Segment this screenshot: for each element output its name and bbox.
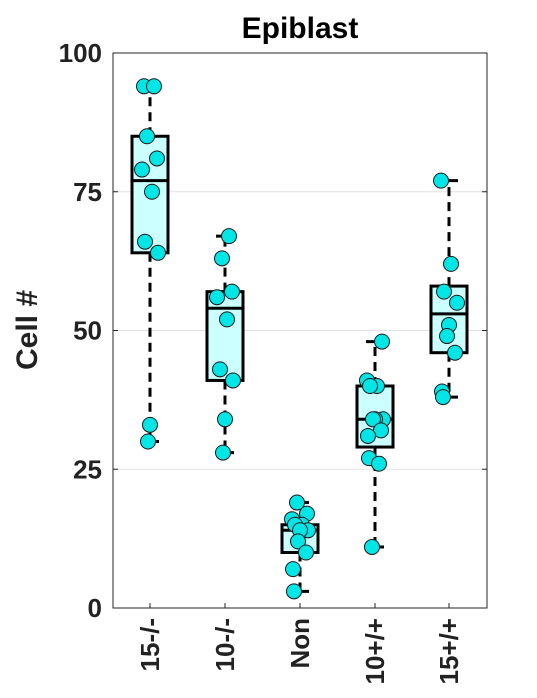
- data-point: [219, 311, 235, 328]
- x-tick-label: Non: [285, 618, 315, 669]
- data-point: [140, 433, 156, 450]
- data-point: [150, 244, 166, 261]
- x-tick-label: 10-/-: [210, 618, 240, 671]
- data-point: [439, 328, 455, 345]
- y-tick-label: 25: [73, 454, 102, 484]
- data-point: [371, 455, 387, 472]
- data-point: [365, 411, 381, 428]
- y-tick-label: 0: [88, 593, 102, 623]
- data-point: [217, 411, 233, 428]
- data-point: [436, 283, 452, 300]
- data-point: [362, 378, 378, 394]
- data-point: [215, 444, 231, 461]
- data-point: [364, 538, 380, 555]
- data-point: [298, 544, 314, 561]
- data-point: [449, 294, 465, 311]
- data-point: [374, 333, 390, 350]
- data-point: [447, 344, 463, 361]
- data-point: [289, 494, 305, 511]
- data-point: [209, 289, 225, 306]
- data-point: [212, 361, 228, 378]
- grid-lines: [113, 191, 487, 470]
- data-point: [360, 427, 376, 444]
- data-point: [443, 255, 459, 272]
- data-point: [146, 78, 162, 95]
- data-point: [290, 533, 306, 550]
- data-point: [137, 233, 153, 250]
- data-point: [139, 128, 155, 145]
- data-point: [225, 372, 241, 389]
- data-point: [286, 583, 302, 600]
- y-tick-label: 50: [73, 316, 102, 346]
- x-tick-label: 10+/+: [360, 618, 390, 685]
- data-point: [285, 561, 301, 578]
- data-point: [214, 250, 230, 267]
- data-point: [221, 228, 237, 245]
- y-tick-label: 100: [59, 38, 102, 68]
- x-tick-label: 15+/+: [434, 618, 464, 685]
- y-tick-label: 75: [73, 177, 102, 207]
- x-axis-ticks: 15-/- 10-/- Non 10+/+ 15+/+: [135, 603, 464, 685]
- data-point: [433, 172, 449, 189]
- y-axis-ticks: 0 25 50 75 100: [59, 38, 487, 623]
- data-point: [224, 283, 240, 300]
- chart-title: Epiblast: [242, 12, 359, 45]
- data-point: [144, 183, 160, 200]
- data-point: [142, 416, 158, 433]
- points-layer: [134, 78, 465, 600]
- data-point: [134, 161, 150, 178]
- x-tick-label: 15-/-: [135, 618, 165, 671]
- data-point: [435, 389, 451, 406]
- y-axis-label: Cell #: [11, 290, 44, 370]
- data-point: [149, 150, 165, 167]
